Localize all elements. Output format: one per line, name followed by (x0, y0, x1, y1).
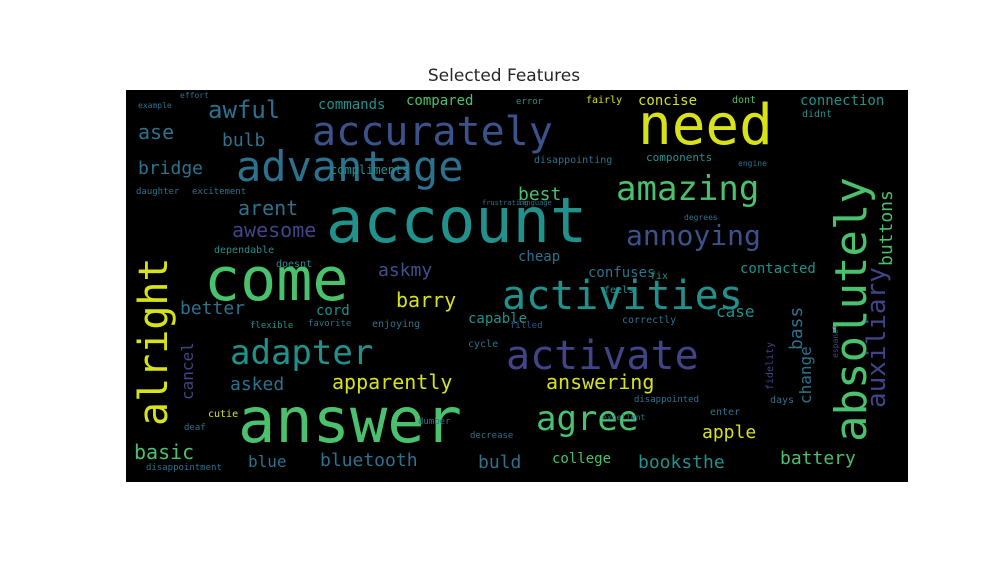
word-cutie: cutie (208, 409, 239, 420)
word-buld: buld (478, 452, 522, 473)
word-commands: commands (318, 97, 386, 113)
word-correctly: correctly (622, 315, 677, 326)
word-activities: activities (502, 273, 743, 319)
word-espanol: espanol (831, 324, 840, 358)
word-capable: capable (468, 311, 528, 327)
word-alright: alright (131, 257, 177, 426)
word-bridge: bridge (138, 158, 204, 179)
word-barry: barry (396, 288, 457, 312)
word-apparently: apparently (332, 370, 453, 394)
word-agree: agree (536, 399, 639, 439)
word-accurately: accurately (312, 109, 553, 155)
word-filled: filled (510, 321, 543, 331)
word-deaf: deaf (184, 423, 206, 433)
word-case: case (716, 302, 755, 321)
word-ase: ase (138, 120, 175, 144)
word-buttons: buttons (876, 190, 897, 266)
word-annoying: annoying (626, 219, 761, 252)
word-disappointed: disappointed (634, 395, 700, 405)
word-enjoying: enjoying (372, 319, 421, 330)
word-cord: cord (316, 303, 350, 319)
word-excellent: excellent (602, 413, 646, 422)
word-askmy: askmy (378, 260, 433, 281)
chart-title: Selected Features (427, 66, 581, 86)
word-error: error (516, 97, 544, 107)
word-confuses: confuses (588, 265, 656, 281)
word-bluetooth: bluetooth (320, 450, 418, 471)
word-degrees: degrees (684, 213, 718, 222)
word-advantage: advantage (236, 142, 464, 191)
word-battery: battery (780, 448, 856, 469)
word-awesome: awesome (232, 218, 317, 242)
word-apple: apple (702, 422, 757, 443)
word-favorite: favorite (308, 319, 352, 329)
word-didnt: didnt (802, 109, 833, 120)
word-basic: basic (134, 440, 195, 464)
word-disappointment: disappointment (146, 463, 222, 473)
word-cancel: cancel (178, 342, 197, 400)
word-flexible: flexible (250, 321, 294, 331)
word-bulb: bulb (222, 130, 266, 151)
word-cheap: cheap (518, 249, 561, 265)
word-frustrating: frustrating (482, 199, 529, 207)
word-fidelity: fidelity (765, 341, 776, 390)
word-booksthe: booksthe (638, 452, 725, 473)
word-account: account (326, 184, 588, 257)
word-change: change (796, 346, 815, 404)
word-decrease: decrease (470, 431, 514, 441)
word-components: components (646, 151, 713, 164)
word-asked: asked (230, 374, 285, 395)
word-dont: dont (732, 95, 757, 106)
word-days: days (770, 395, 795, 406)
word-concise: concise (638, 93, 698, 109)
word-dependable: dependable (214, 245, 275, 256)
word-compared: compared (406, 93, 474, 109)
word-contacted: contacted (740, 261, 816, 277)
word-arent: arent (238, 196, 299, 220)
word-need: need (638, 93, 773, 158)
word-compliments: compliments (330, 163, 410, 177)
word-amazing: amazing (616, 169, 760, 209)
word-connection: connection (800, 93, 885, 109)
word-blue: blue (248, 452, 287, 471)
word-disappointing: disappointing (534, 155, 613, 166)
word-college: college (552, 451, 612, 467)
word-enter: enter (710, 407, 741, 418)
word-fix: fix (650, 271, 669, 282)
word-answer: answer (238, 384, 462, 457)
word-cycle: cycle (468, 339, 499, 350)
word-best: best (518, 184, 562, 205)
word-answering: answering (546, 370, 655, 394)
word-feels: feels (604, 285, 635, 296)
word-better: better (180, 298, 246, 319)
word-engine: engine (738, 159, 767, 168)
word-example: example (138, 101, 172, 110)
word-auxiliary: auxiliary (862, 267, 892, 408)
word-come: come (204, 245, 349, 315)
word-effort: effort (180, 91, 209, 100)
word-fairly: fairly (586, 95, 623, 106)
word-cloud: account answer come need accurately adva… (126, 90, 908, 482)
word-language: language (518, 199, 552, 207)
word-adapter: adapter (230, 333, 374, 373)
word-daughter: daughter (136, 187, 180, 197)
word-bass: bass (786, 306, 807, 350)
word-dumber: dumber (418, 417, 451, 427)
word-activate: activate (506, 333, 699, 379)
word-excitement: excitement (192, 187, 247, 197)
word-awful: awful (208, 96, 281, 124)
word-doesnt: doesnt (276, 259, 313, 270)
